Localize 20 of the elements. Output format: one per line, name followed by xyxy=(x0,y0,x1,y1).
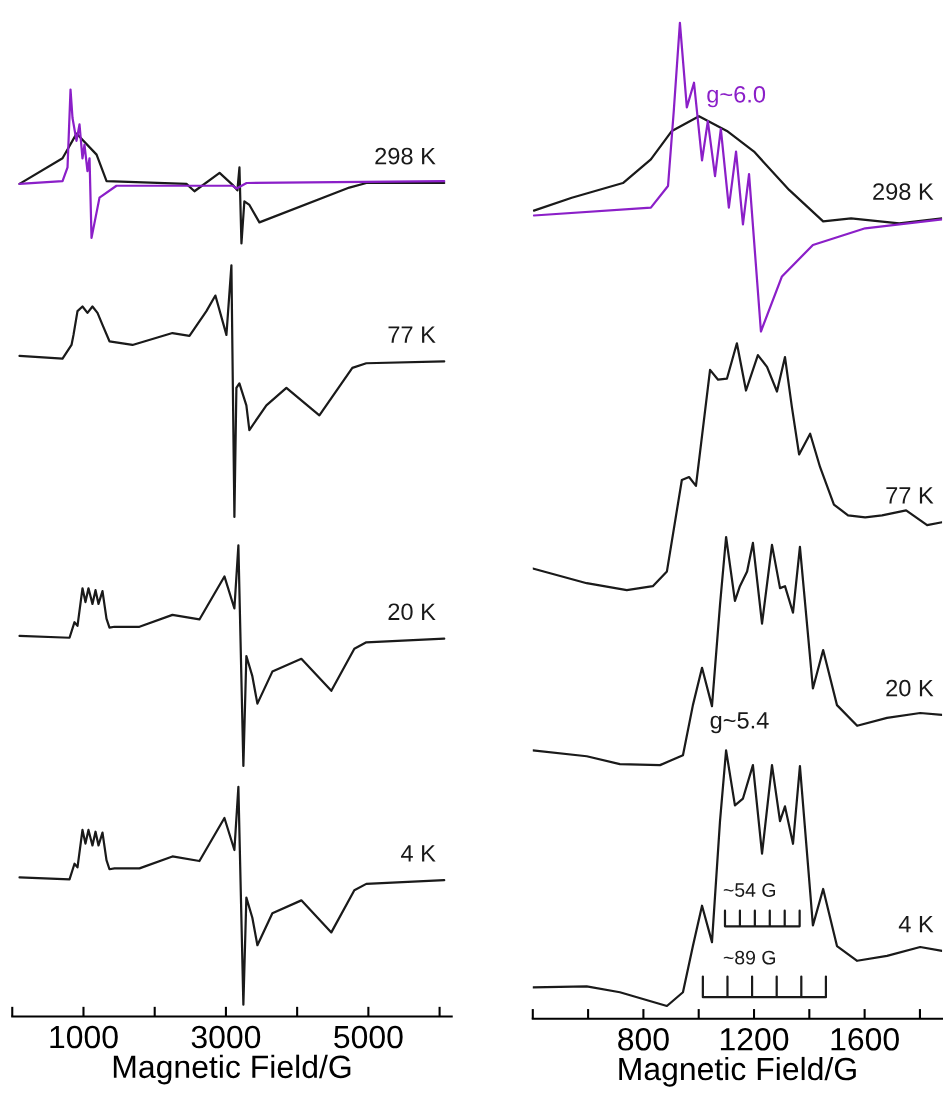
x-tick-label: 5000 xyxy=(334,1025,403,1049)
series-label: 77 K xyxy=(388,326,436,343)
annotation: ~89 G xyxy=(723,950,776,965)
series-label: 20 K xyxy=(886,679,934,697)
x-tick-label: 1000 xyxy=(50,1025,118,1049)
series-label: 20 K xyxy=(388,603,436,621)
x-tick-label: 3000 xyxy=(191,1025,261,1049)
series-label: 77 K xyxy=(886,487,934,504)
x-tick-label: 1600 xyxy=(831,1027,899,1051)
x-tick-label: 800 xyxy=(618,1027,669,1051)
annotation: g~5.4 xyxy=(710,712,769,734)
x-tick-label: 1200 xyxy=(720,1027,789,1051)
x-axis-title: Magnetic Field/G xyxy=(113,1054,351,1085)
x-axis-title: Magnetic Field/G xyxy=(619,1056,856,1087)
series-label: 298 K xyxy=(873,183,934,200)
annotation: ~54 G xyxy=(723,883,776,897)
series-label: 4 K xyxy=(898,915,934,933)
annotation: g~6.0 xyxy=(707,85,766,108)
series-label: 298 K xyxy=(375,147,436,165)
series-label: 4 K xyxy=(400,845,436,862)
